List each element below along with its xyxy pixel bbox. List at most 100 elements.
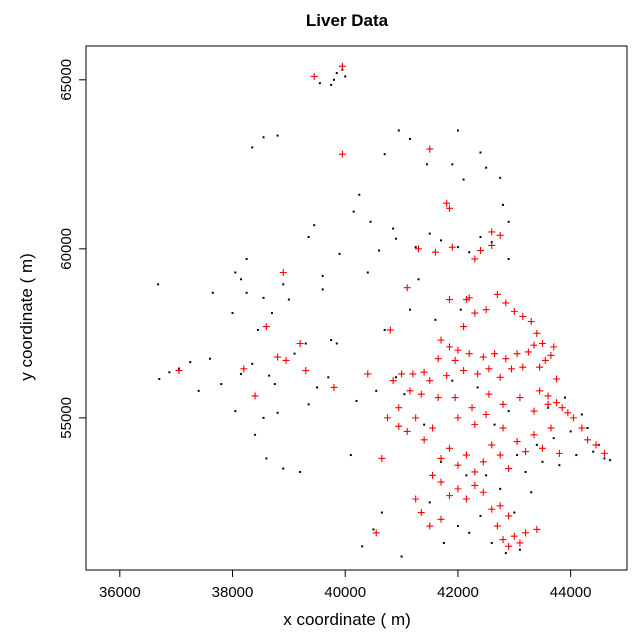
data-point-plus	[507, 365, 515, 373]
data-point-dot	[276, 411, 279, 414]
data-point-plus	[600, 449, 608, 457]
data-point-plus	[538, 444, 546, 452]
data-point-dot	[355, 399, 358, 402]
data-point-plus	[479, 488, 487, 496]
data-point-plus	[499, 424, 507, 432]
y-tick-label: 65000	[58, 59, 75, 101]
data-point-plus	[538, 339, 546, 347]
data-point-plus	[491, 350, 499, 358]
y-axis-label: y coordinate ( m)	[17, 253, 36, 381]
data-point-plus	[471, 481, 479, 489]
data-point-dot	[349, 454, 352, 457]
data-point-plus	[445, 444, 453, 452]
plot-frame	[85, 45, 628, 571]
x-tick-label: 44000	[550, 584, 592, 601]
data-point-plus	[445, 296, 453, 304]
data-point-plus	[569, 414, 577, 422]
data-point-plus	[417, 390, 425, 398]
data-point-dot	[220, 383, 223, 386]
data-point-dot	[380, 511, 383, 514]
data-point-plus	[584, 436, 592, 444]
data-point-plus	[448, 243, 456, 251]
data-point-plus	[505, 512, 513, 520]
data-point-dot	[231, 312, 234, 315]
data-point-dot	[456, 525, 459, 528]
data-point-dot	[409, 308, 412, 311]
data-point-dot	[575, 454, 578, 457]
data-point-plus	[510, 532, 518, 540]
data-point-dot	[208, 357, 211, 360]
data-point-plus	[519, 312, 527, 320]
data-point-dot	[423, 423, 426, 426]
data-point-dot	[307, 236, 310, 239]
data-point-plus	[383, 414, 391, 422]
data-point-dot	[442, 541, 445, 544]
data-point-dot	[440, 239, 443, 242]
data-point-dot	[468, 531, 471, 534]
data-point-plus	[533, 329, 541, 337]
data-point-dot	[564, 396, 567, 399]
data-point-plus	[547, 424, 555, 432]
y-tick-label: 60000	[58, 228, 75, 270]
data-point-plus	[279, 269, 287, 277]
data-point-dot	[321, 274, 324, 277]
axes-layer: 36000 38000 40000 42000 44000 55000 60000 65000	[58, 45, 628, 601]
data-point-dot	[366, 271, 369, 274]
data-point-plus	[485, 390, 493, 398]
data-point-plus	[412, 414, 420, 422]
data-point-plus	[395, 404, 403, 412]
data-point-plus	[445, 343, 453, 351]
data-point-dot	[282, 283, 285, 286]
data-point-dot	[507, 220, 510, 223]
data-point-plus	[330, 383, 338, 391]
data-point-plus	[451, 356, 459, 364]
data-point-plus	[496, 502, 504, 510]
data-point-plus	[522, 448, 530, 456]
data-point-plus	[544, 392, 552, 400]
data-point-plus	[429, 424, 437, 432]
data-point-plus	[471, 468, 479, 476]
data-point-plus	[460, 323, 468, 331]
chart-title: Liver Data	[306, 11, 389, 30]
data-point-plus	[282, 356, 290, 364]
data-point-plus	[443, 372, 451, 380]
data-point-dot	[569, 430, 572, 433]
data-point-plus	[434, 394, 442, 402]
data-point-dot	[157, 283, 160, 286]
data-point-plus	[372, 529, 380, 537]
data-point-dot	[245, 257, 248, 260]
data-point-plus	[406, 387, 414, 395]
data-point-dot	[434, 318, 437, 321]
data-point-dot	[318, 82, 321, 85]
data-point-plus	[488, 241, 496, 249]
data-point-dot	[287, 298, 290, 301]
data-point-dot	[580, 413, 583, 416]
data-point-dot	[397, 129, 400, 132]
data-point-dot	[530, 491, 533, 494]
data-point-dot	[313, 224, 316, 227]
data-point-plus	[471, 255, 479, 263]
data-point-dot	[344, 75, 347, 78]
data-point-dot	[251, 362, 254, 365]
data-point-dot	[451, 163, 454, 166]
data-point-plus	[437, 454, 445, 462]
data-point-plus	[451, 394, 459, 402]
data-point-dot	[168, 371, 171, 374]
data-point-dot	[330, 83, 333, 86]
data-point-dot	[197, 389, 200, 392]
data-point-plus	[502, 299, 510, 307]
data-point-dot	[428, 232, 431, 235]
data-point-dot	[327, 376, 330, 379]
data-point-plus	[533, 525, 541, 533]
data-point-dot	[262, 416, 265, 419]
data-point-dot	[262, 136, 265, 139]
data-point-plus	[462, 296, 470, 304]
data-point-dot	[479, 151, 482, 154]
data-point-dot	[462, 178, 465, 181]
data-point-dot	[378, 249, 381, 252]
data-point-plus	[502, 355, 510, 363]
data-point-plus	[403, 284, 411, 292]
data-point-plus	[482, 306, 490, 314]
data-point-plus	[499, 536, 507, 544]
